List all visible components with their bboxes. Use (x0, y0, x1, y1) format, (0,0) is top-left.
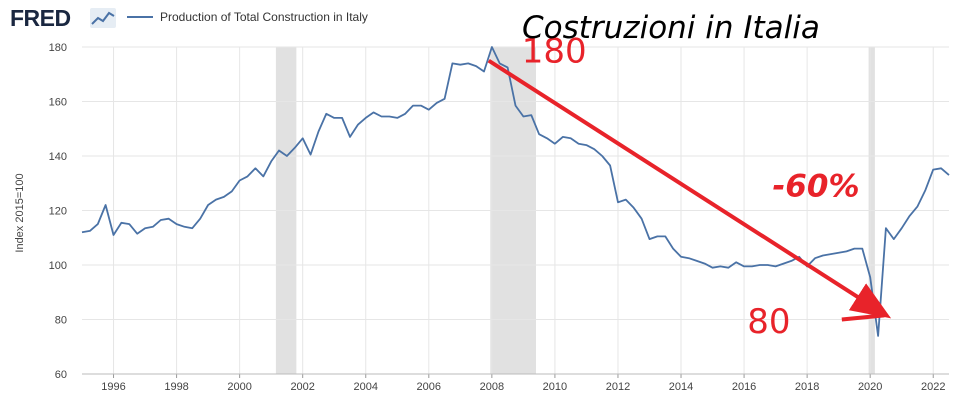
y-tick-label: 120 (49, 206, 67, 218)
line-chart-icon (90, 8, 116, 28)
x-tick-label: 1996 (101, 381, 125, 393)
x-tick-label: 2022 (921, 381, 945, 393)
change-percent-label: -60% (772, 169, 859, 205)
x-tick-label: 1998 (164, 381, 188, 393)
x-tick-label: 2002 (290, 381, 314, 393)
decline-arrow-tail (841, 313, 885, 322)
x-tick-label: 2010 (543, 381, 567, 393)
x-tick-label: 2000 (227, 381, 251, 393)
decline-arrow (487, 58, 892, 319)
x-tick-label: 2020 (858, 381, 882, 393)
legend-swatch (127, 16, 153, 18)
x-tick-label: 2012 (606, 381, 630, 393)
y-axis-label: Index 2015=100 (14, 173, 26, 253)
x-tick-label: 2006 (417, 381, 441, 393)
x-tick-label: 2008 (480, 381, 504, 393)
end-value-label: 80 (747, 302, 790, 342)
chart-legend: Production of Total Construction in Ital… (127, 10, 368, 24)
y-tick-label: 60 (55, 369, 67, 381)
fred-logo[interactable]: FRED (10, 5, 71, 31)
y-tick-label: 100 (49, 260, 67, 272)
y-tick-label: 140 (49, 151, 67, 163)
x-tick-label: 2018 (795, 381, 819, 393)
start-value-label: 180 (522, 31, 587, 71)
x-tick-label: 2014 (669, 381, 693, 393)
x-tick-label: 2004 (354, 381, 378, 393)
y-tick-label: 80 (55, 315, 67, 327)
x-tick-label: 2016 (732, 381, 756, 393)
overlay-title: Costruzioni in Italia (522, 10, 820, 46)
y-tick-label: 180 (49, 42, 67, 54)
legend-label: Production of Total Construction in Ital… (160, 10, 368, 24)
y-tick-label: 160 (49, 97, 67, 109)
